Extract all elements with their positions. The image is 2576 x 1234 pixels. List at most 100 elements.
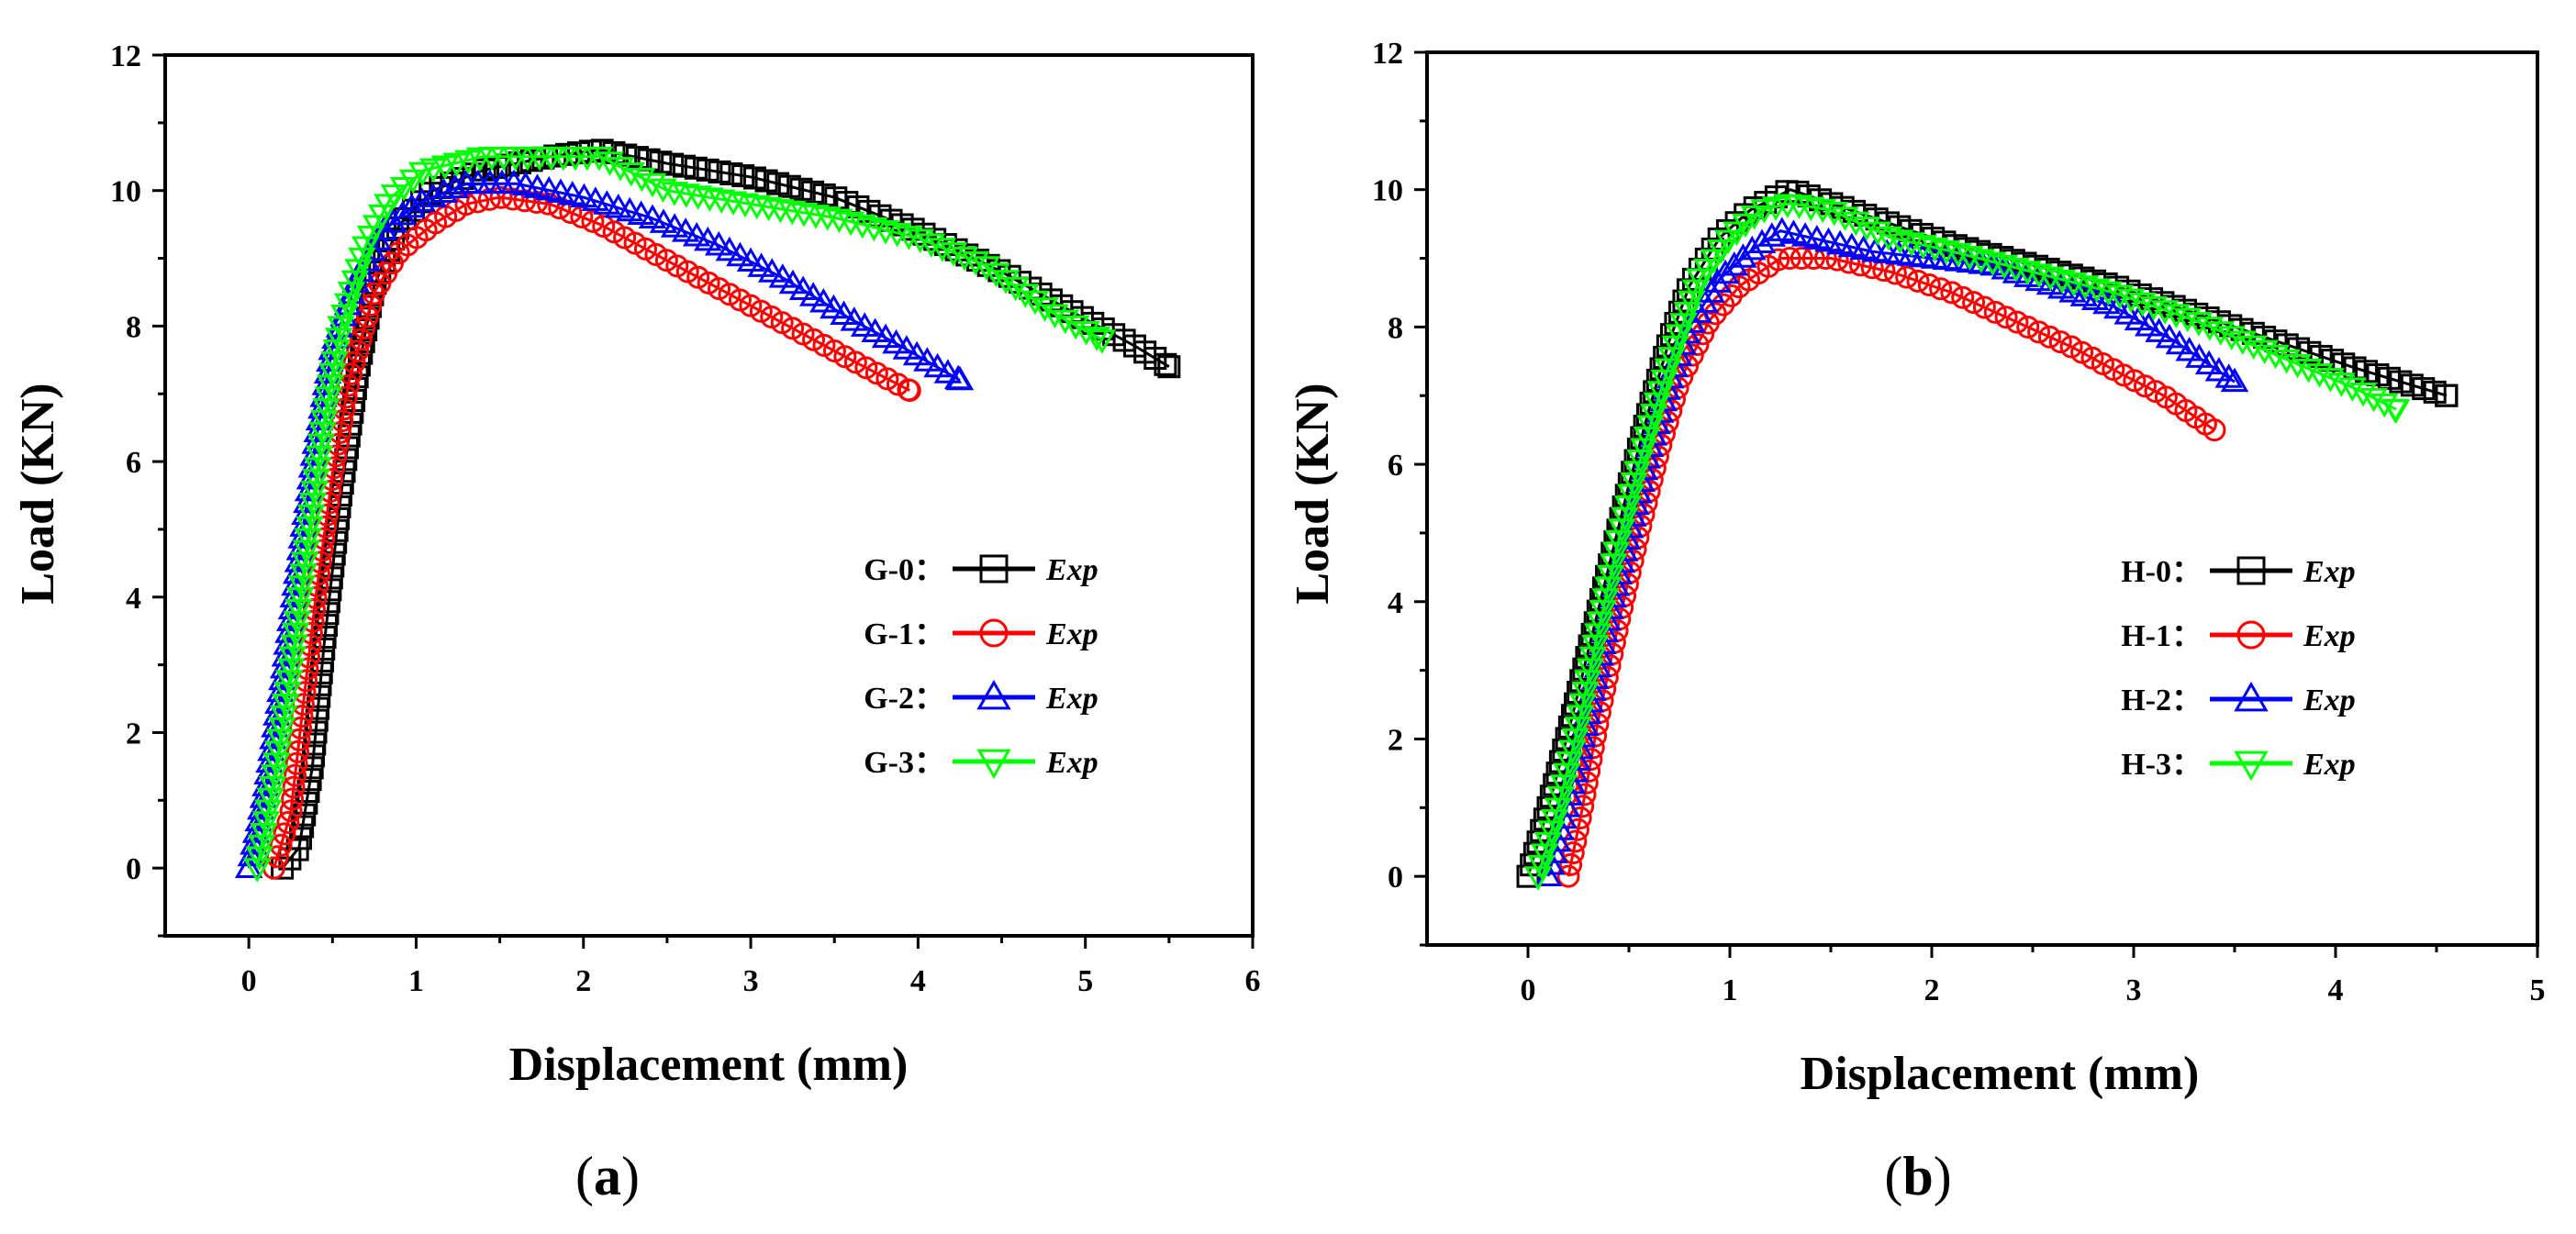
data-point: [2173, 307, 2202, 333]
data-point: [1951, 285, 1975, 309]
data-point: [261, 713, 289, 738]
data-point: [2047, 269, 2077, 295]
data-point: [308, 421, 337, 447]
legend-label: G-1：: [864, 617, 945, 651]
data-point: [871, 323, 900, 349]
x-tick-label: 4: [910, 964, 926, 998]
data-point: [2103, 294, 2132, 319]
data-point: [1578, 646, 1607, 672]
data-point: [1874, 226, 1903, 251]
panel-caption: (b): [1884, 1146, 1951, 1206]
data-point: [2124, 306, 2153, 331]
data-point: [2037, 325, 2061, 349]
data-point: [848, 214, 877, 239]
data-point: [254, 799, 283, 824]
data-point: [719, 161, 743, 185]
data-point: [266, 728, 295, 754]
data-point: [708, 160, 731, 183]
data-point: [241, 818, 271, 843]
data-point: [705, 230, 733, 256]
data-point: [312, 398, 340, 423]
data-point: [2080, 285, 2110, 311]
data-point: [273, 630, 301, 655]
data-point: [882, 328, 910, 354]
data-point: [349, 328, 373, 351]
x-tick-label: 0: [1521, 973, 1536, 1007]
data-point: [1558, 739, 1587, 764]
data-point: [264, 740, 293, 765]
data-point: [757, 258, 786, 283]
data-point: [1011, 283, 1040, 308]
y-tick-label: 8: [1388, 311, 1403, 345]
data-point: [1747, 228, 1777, 254]
legend-label: H-2：: [2121, 684, 2202, 717]
data-point: [2036, 266, 2065, 292]
legend-exp-label: Exp: [1045, 617, 1098, 651]
data-point: [1581, 635, 1610, 660]
data-point: [2283, 353, 2312, 379]
data-point: [638, 172, 667, 198]
data-point: [886, 372, 909, 396]
data-point: [671, 217, 700, 242]
data-point: [883, 223, 911, 248]
data-point: [247, 834, 276, 860]
data-point: [649, 150, 673, 174]
data-point: [1544, 797, 1573, 822]
data-point: [1571, 681, 1600, 706]
data-point: [2069, 282, 2099, 306]
data-point: [696, 158, 719, 182]
data-point: [875, 367, 899, 391]
data-point: [287, 575, 317, 600]
data-point: [2092, 289, 2121, 315]
legend-marker: [979, 554, 1009, 584]
data-point: [1579, 748, 1603, 772]
data-point: [2024, 263, 2054, 288]
data-point: [407, 161, 437, 187]
data-point: [2338, 377, 2367, 402]
data-point: [1041, 304, 1069, 328]
data-point: [736, 247, 765, 272]
data-point: [2206, 321, 2236, 346]
data-point: [898, 379, 921, 403]
series-h-3: [1523, 194, 2411, 891]
data-point: [289, 827, 313, 850]
data-point: [596, 151, 624, 176]
data-point: [304, 457, 332, 482]
data-point: [2113, 300, 2142, 325]
data-point: [234, 853, 263, 879]
data-point: [278, 646, 307, 672]
data-point: [2027, 320, 2051, 344]
legend-exp-label: Exp: [1045, 682, 1098, 716]
data-point: [1537, 820, 1566, 845]
data-point: [1553, 762, 1581, 788]
data-point: [256, 787, 285, 813]
y-tick-label: 12: [1372, 37, 1403, 71]
data-point: [1636, 415, 1665, 440]
data-point: [429, 178, 459, 203]
data-point: [249, 784, 278, 808]
y-tick-label: 4: [126, 582, 141, 616]
y-tick-label: 2: [126, 717, 141, 750]
data-point: [1757, 222, 1787, 247]
legend-exp-label: Exp: [1045, 746, 1098, 780]
data-point: [388, 200, 417, 226]
data-point: [1831, 206, 1859, 231]
data-point: [961, 250, 990, 276]
data-point: [1714, 229, 1743, 255]
data-point: [1597, 564, 1625, 590]
data-point: [300, 481, 329, 506]
y-tick-label: 0: [1388, 861, 1403, 895]
y-tick-label: 8: [126, 310, 141, 344]
x-tick-label: 6: [1245, 964, 1261, 998]
panel-caption-letter: a: [594, 1146, 621, 1206]
data-point: [264, 689, 293, 714]
data-point: [2261, 344, 2290, 370]
data-point: [2105, 284, 2135, 309]
data-point: [314, 386, 343, 411]
y-tick-label: 10: [1372, 174, 1403, 208]
data-point: [604, 193, 633, 218]
data-point: [1564, 829, 1588, 853]
data-point: [1527, 854, 1556, 880]
data-point: [284, 598, 313, 624]
data-point: [661, 152, 685, 176]
